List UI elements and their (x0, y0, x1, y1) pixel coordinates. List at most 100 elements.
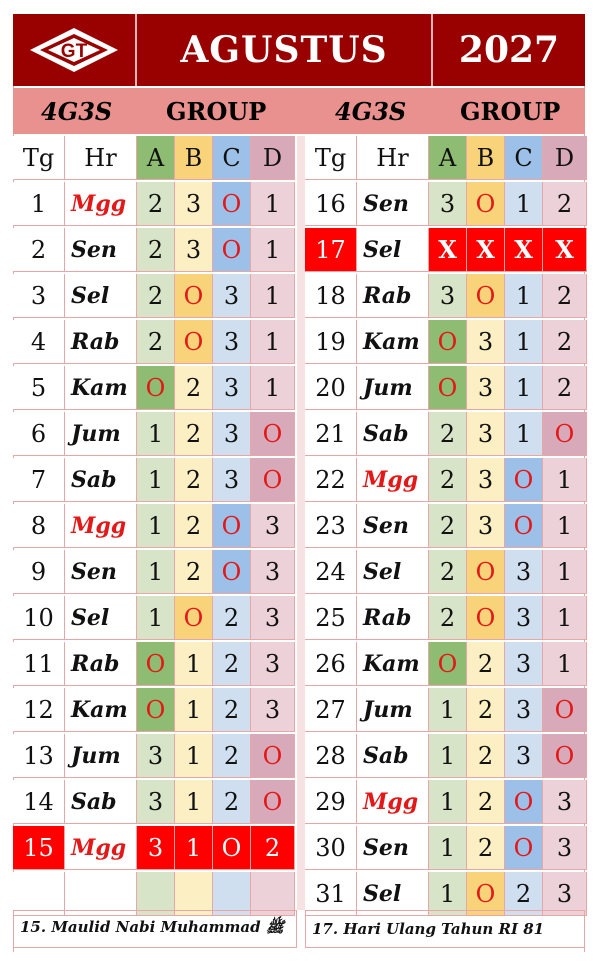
cell-b: X (467, 228, 505, 272)
cell-d: 2 (543, 274, 587, 318)
cell-b: 2 (467, 688, 505, 732)
cell-tg: 4 (13, 320, 65, 364)
cell-a: 3 (137, 734, 175, 778)
cell-hr: Mgg (357, 780, 429, 824)
cell-d: 3 (543, 780, 587, 824)
cell-hr: Sab (65, 458, 137, 502)
cell-b: 1 (175, 688, 213, 732)
cell-hr: Sab (357, 412, 429, 456)
cell-b: O (467, 872, 505, 916)
cell-b: 3 (175, 182, 213, 226)
cell-b: 1 (175, 780, 213, 824)
cell-a: 2 (429, 458, 467, 502)
cell-hr: Jum (65, 412, 137, 456)
left-column-headers: Tg Hr A B C D (13, 136, 297, 180)
cell-b: 2 (175, 412, 213, 456)
cell-b: 3 (467, 504, 505, 548)
cell-tg: 12 (13, 688, 65, 732)
cell-tg: 8 (13, 504, 65, 548)
cell-tg: 1 (13, 182, 65, 226)
cell-a: O (429, 320, 467, 364)
table-row: 17 Sel X X X X (305, 228, 589, 272)
table-row: 7 Sab 1 2 3 O (13, 458, 297, 502)
table-row: 30 Sen 1 2 O 3 (305, 826, 589, 870)
cell-hr (65, 872, 137, 916)
cell-tg: 19 (305, 320, 357, 364)
cell-d: 1 (251, 320, 295, 364)
cell-d: 3 (251, 642, 295, 686)
cell-d: 3 (543, 826, 587, 870)
cell-a (137, 872, 175, 916)
cell-d: O (543, 688, 587, 732)
cell-hr: Mgg (65, 504, 137, 548)
cell-c: 3 (505, 550, 543, 594)
cell-tg: 21 (305, 412, 357, 456)
cell-b: O (467, 274, 505, 318)
cell-hr: Sen (357, 826, 429, 870)
cell-b: 3 (467, 412, 505, 456)
left-group-label: GROUP (166, 96, 267, 126)
cell-d: 3 (251, 596, 295, 640)
cell-a: 2 (429, 504, 467, 548)
cell-c: 3 (505, 734, 543, 778)
cell-b: 2 (175, 366, 213, 410)
cell-tg: 15 (13, 826, 65, 870)
cell-c: 1 (505, 182, 543, 226)
cell-a: 1 (137, 458, 175, 502)
cell-b: O (175, 274, 213, 318)
cell-d: 2 (543, 182, 587, 226)
logo-text: GT (61, 41, 88, 62)
cell-hr: Kam (65, 688, 137, 732)
cell-hr: Sel (357, 228, 429, 272)
left-header-c: C (213, 136, 251, 180)
cell-d: 1 (543, 596, 587, 640)
cell-c: 2 (213, 734, 251, 778)
table-row: 22 Mgg 2 3 O 1 (305, 458, 589, 502)
left-header-hr: Hr (65, 136, 137, 180)
cell-a: O (137, 688, 175, 732)
table-row: 9 Sen 1 2 O 3 (13, 550, 297, 594)
table-row: 3 Sel 2 O 3 1 (13, 274, 297, 318)
cell-c: 3 (505, 596, 543, 640)
cell-b: 1 (175, 826, 213, 870)
cell-hr: Jum (357, 366, 429, 410)
cell-tg: 11 (13, 642, 65, 686)
cell-a: 2 (429, 412, 467, 456)
cell-d: 3 (251, 688, 295, 732)
cell-b: 2 (467, 826, 505, 870)
cell-c: 1 (505, 366, 543, 410)
right-header-c: C (505, 136, 543, 180)
table-row: 4 Rab 2 O 3 1 (13, 320, 297, 364)
cell-tg: 23 (305, 504, 357, 548)
month-title: AGUSTUS (137, 14, 433, 86)
left-code: 4G3S (41, 96, 113, 126)
table-row: 8 Mgg 1 2 O 3 (13, 504, 297, 548)
cell-d: O (251, 734, 295, 778)
cell-a: 2 (137, 320, 175, 364)
cell-d: 1 (251, 182, 295, 226)
cell-hr: Sen (65, 550, 137, 594)
cell-d: 1 (543, 458, 587, 502)
column-divider (297, 136, 305, 910)
cell-hr: Kam (357, 642, 429, 686)
table-row: 27 Jum 1 2 3 O (305, 688, 589, 732)
table-row: 11 Rab O 1 2 3 (13, 642, 297, 686)
cell-b: 3 (175, 228, 213, 272)
cell-a: 1 (137, 596, 175, 640)
left-header-d: D (251, 136, 295, 180)
cell-b: 3 (467, 320, 505, 364)
table-row: 6 Jum 1 2 3 O (13, 412, 297, 456)
cell-tg: 3 (13, 274, 65, 318)
cell-a: 1 (429, 826, 467, 870)
cell-hr: Sen (65, 228, 137, 272)
cell-a: 2 (137, 182, 175, 226)
cell-b: 2 (175, 550, 213, 594)
cell-c: X (505, 228, 543, 272)
cell-a: 1 (429, 780, 467, 824)
table-row: 26 Kam O 2 3 1 (305, 642, 589, 686)
right-code: 4G3S (335, 96, 407, 126)
cell-c: 2 (213, 688, 251, 732)
right-group-label: GROUP (460, 96, 561, 126)
cell-a: 3 (429, 274, 467, 318)
cell-c: 2 (505, 872, 543, 916)
